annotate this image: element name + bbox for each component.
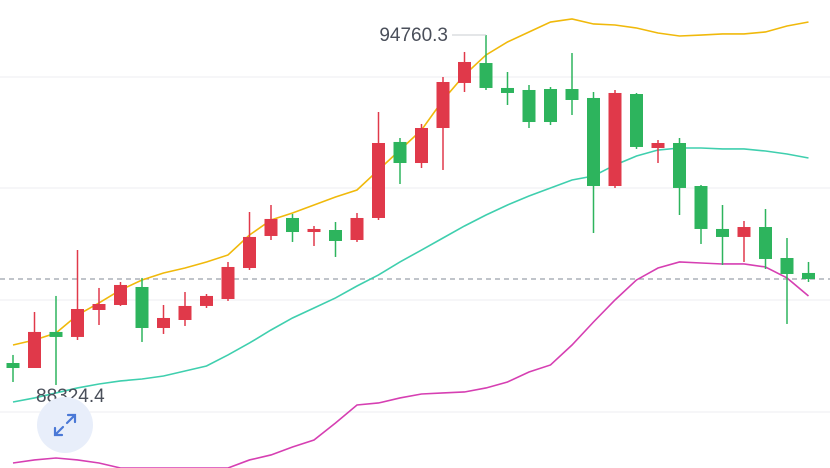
candle-body [479,63,493,88]
candle-body [393,141,407,164]
candle-body [307,228,321,233]
band-line [12,18,809,346]
candle-body [92,304,106,310]
expand-button-bg[interactable] [37,397,93,453]
candle-body [221,266,235,300]
candle-body [780,258,794,274]
candle-body [436,81,450,128]
grid [0,76,830,413]
candle-body [6,363,20,369]
candle-body [350,217,364,241]
candle-body [587,97,600,187]
candle-body [737,227,751,237]
candle-body [565,89,579,100]
candle-body [694,186,708,229]
candle-body [200,295,213,306]
candle-body [501,87,514,93]
band-line [12,147,809,403]
candle-body [372,143,385,218]
candle-body [28,331,41,369]
candle-body [286,217,299,233]
candle-body [673,143,686,188]
candle-body [243,236,256,269]
candle-body [651,143,665,149]
candle-body [329,230,342,241]
candle-body [630,94,643,147]
candle-body [135,286,149,328]
candle-body [157,317,170,328]
candle-body [802,272,815,279]
candle-body [544,89,557,123]
candle-body [458,61,471,83]
candle-body [759,227,772,259]
expand-icon[interactable] [53,413,77,437]
band-line [12,261,810,468]
candle-body [49,331,63,337]
candle-body [178,305,192,320]
candle-body [114,284,127,305]
expand-button[interactable] [37,397,93,453]
annotation-label: 94760.3 [379,25,448,46]
candle-body [608,92,622,187]
candle-body [415,127,428,164]
candle-body [522,89,536,123]
candle-body [716,228,729,237]
candle-body [71,309,84,337]
candle-body [264,218,278,236]
